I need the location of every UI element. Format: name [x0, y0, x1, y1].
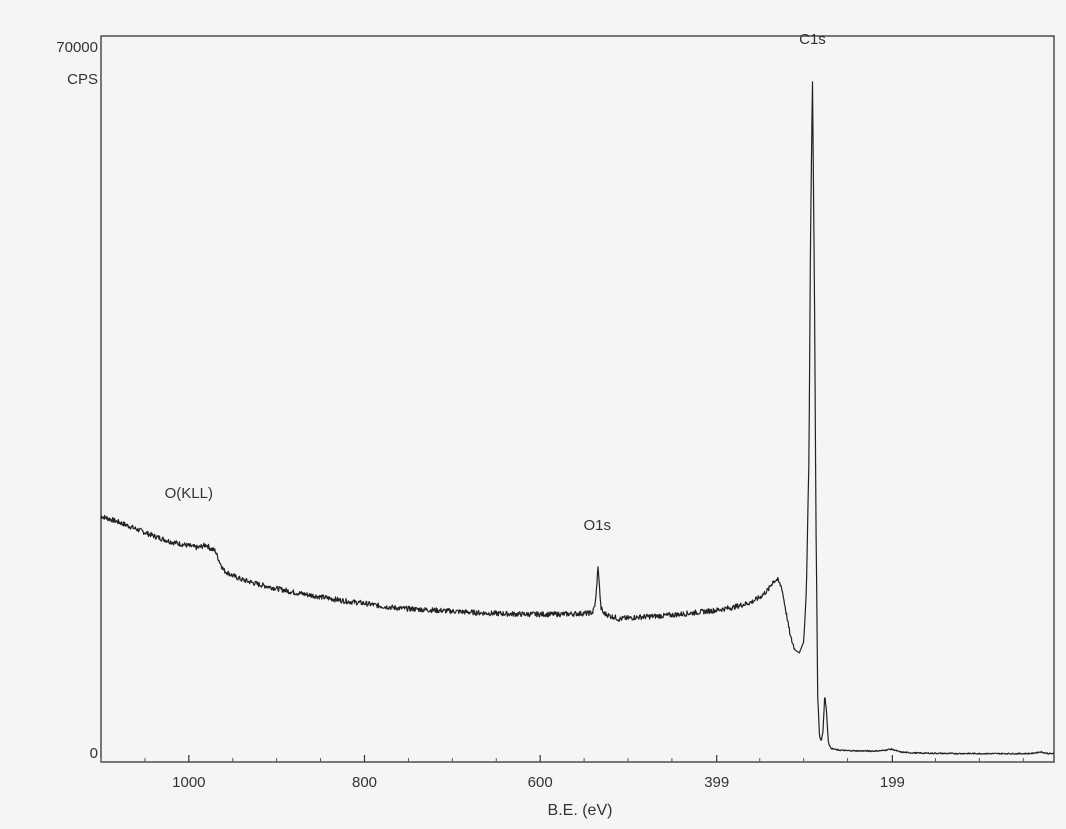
c1s-annotation: C1s [799, 31, 826, 48]
o1s-annotation: O1s [584, 517, 612, 534]
plot-area-border [100, 35, 1055, 763]
o-kll-annotation: O(KLL) [165, 485, 213, 502]
x-tick-label: 399 [704, 774, 729, 791]
spectrum-series-line [100, 81, 1055, 755]
peak-annotations: O(KLL) O1s C1s [165, 31, 826, 534]
x-tick-label: 600 [528, 774, 553, 791]
y-max-tick-label: 70000 [56, 39, 98, 56]
y-axis-label: CPS [67, 71, 98, 88]
x-axis-label: B.E. (eV) [548, 802, 613, 819]
x-tick-label: 199 [880, 774, 905, 791]
x-tick-label: 1000 [172, 774, 205, 791]
y-zero-tick-label: 0 [90, 745, 98, 762]
x-tick-label: 800 [352, 774, 377, 791]
x-axis-ticks: 1000 800 600 399 199 [100, 755, 1024, 791]
